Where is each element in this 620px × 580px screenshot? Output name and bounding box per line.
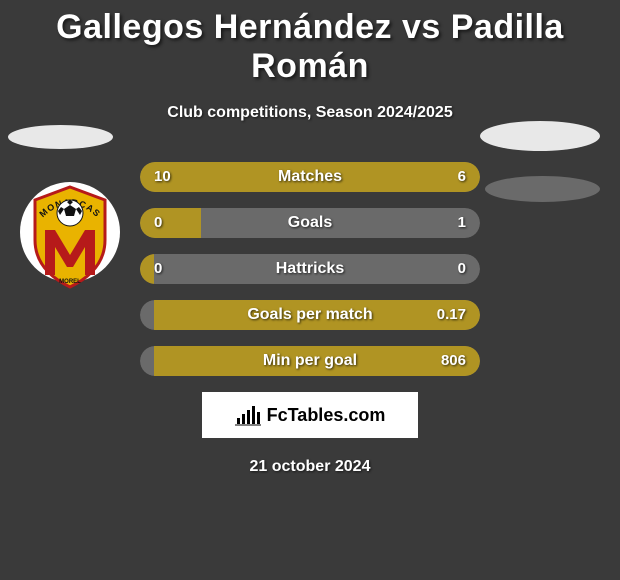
subtitle: Club competitions, Season 2024/2025 — [0, 104, 620, 122]
stat-row: 0Hattricks0 — [140, 254, 480, 284]
branding-box: FcTables.com — [202, 392, 418, 438]
stat-label: Hattricks — [140, 254, 480, 284]
branding-label: FcTables.com — [267, 405, 386, 426]
bar-chart-icon — [235, 404, 261, 426]
stat-right-value: 6 — [458, 162, 466, 192]
page-title: Gallegos Hernández vs Padilla Román — [0, 0, 620, 86]
stat-label: Min per goal — [140, 346, 480, 376]
stat-row: 10Matches6 — [140, 162, 480, 192]
stats-panel: 10Matches60Goals10Hattricks0Goals per ma… — [140, 162, 480, 376]
stat-right-value: 0 — [458, 254, 466, 284]
stat-row: Min per goal806 — [140, 346, 480, 376]
badge-text-bottom: MOREL — [59, 279, 81, 285]
stat-row: Goals per match0.17 — [140, 300, 480, 330]
stat-label: Goals — [140, 208, 480, 238]
stat-right-value: 1 — [458, 208, 466, 238]
stat-row: 0Goals1 — [140, 208, 480, 238]
player-left-indicator — [8, 125, 113, 149]
date-label: 21 october 2024 — [0, 458, 620, 476]
stat-right-value: 806 — [441, 346, 466, 376]
club-badge-left: MONARCAS MOREL — [20, 175, 120, 290]
player-right-indicator-1 — [480, 121, 600, 151]
stat-label: Goals per match — [140, 300, 480, 330]
infographic-root: Gallegos Hernández vs Padilla Román Club… — [0, 0, 620, 476]
player-right-indicator-2 — [485, 176, 600, 202]
stat-right-value: 0.17 — [437, 300, 466, 330]
stat-label: Matches — [140, 162, 480, 192]
